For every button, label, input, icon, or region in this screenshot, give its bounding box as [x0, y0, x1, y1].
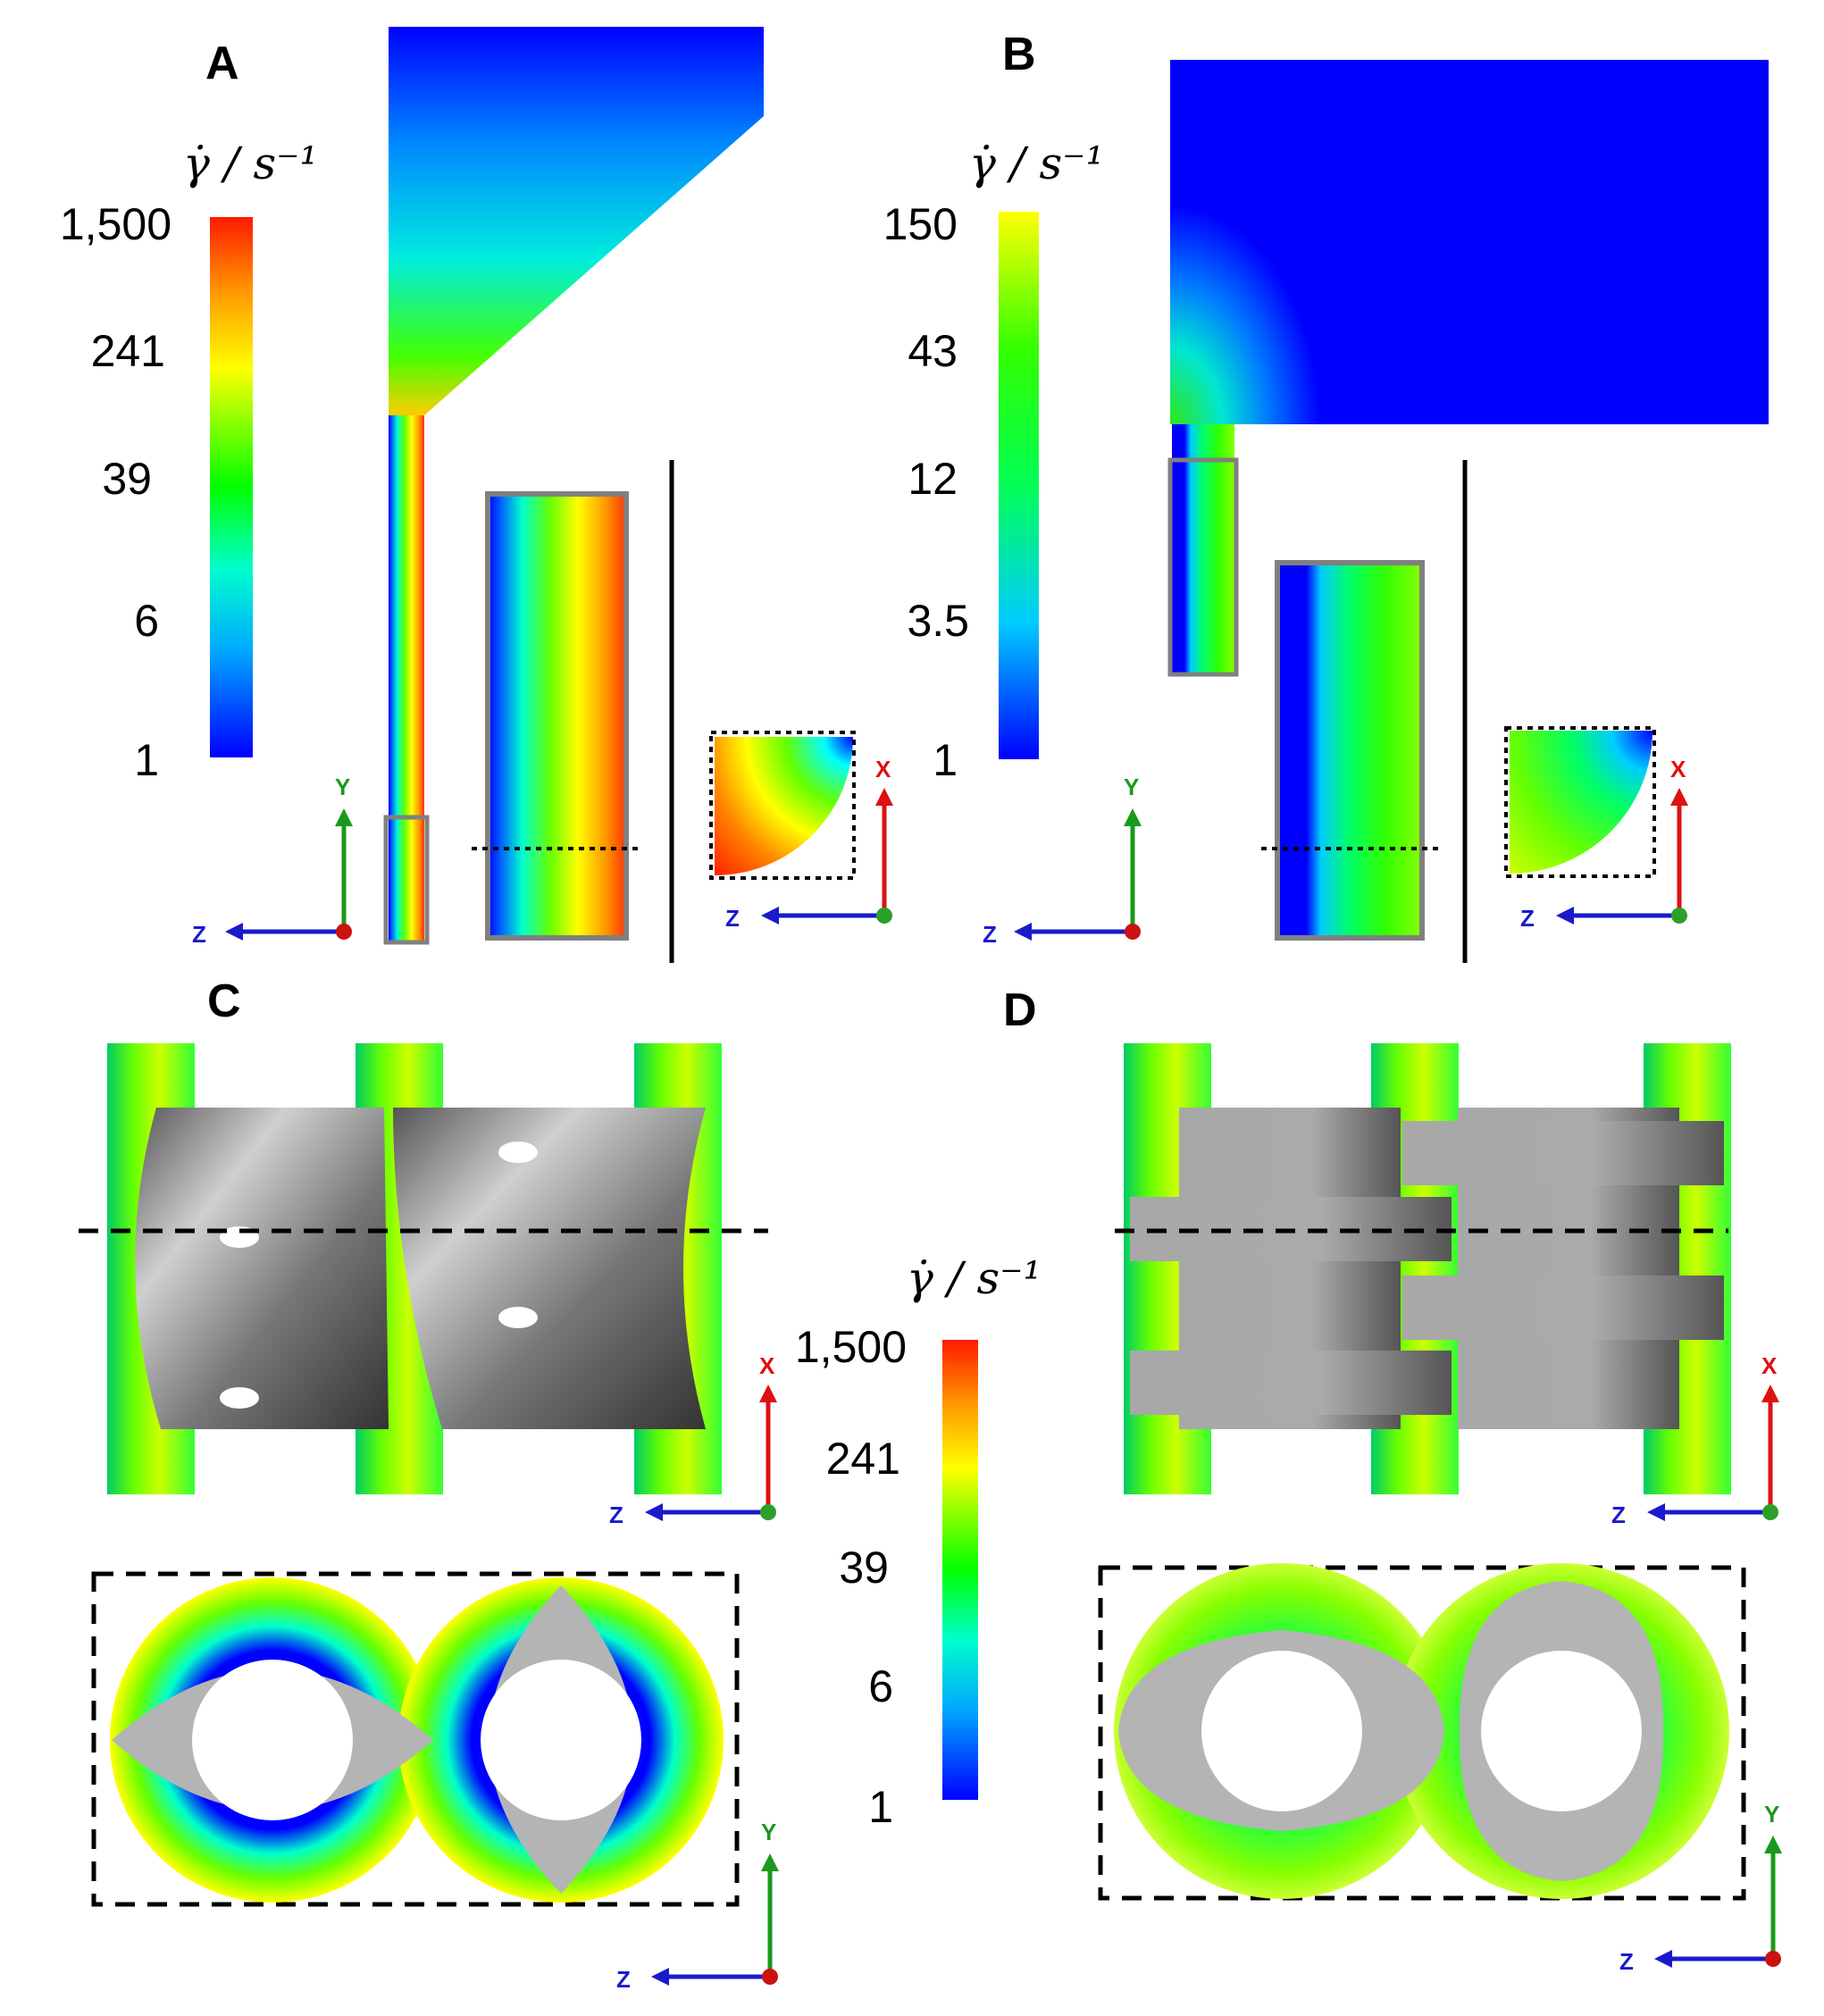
panel-d: D X Z: [1003, 984, 1782, 1975]
svg-text:X: X: [1761, 1352, 1778, 1379]
svg-text:X: X: [875, 756, 891, 782]
cross-section-b: [1510, 731, 1652, 874]
capillary-contour-a: [389, 415, 424, 942]
colorbar-a-tick: 1,500: [60, 199, 172, 249]
svg-text:Z: Z: [609, 1502, 623, 1528]
capillary-contour-b: [1172, 424, 1234, 674]
colorbar-a-tick: 39: [102, 454, 152, 504]
axis-triad-b-zx: X Z: [1520, 756, 1688, 932]
svg-text:X: X: [1670, 756, 1686, 782]
axis-triad-d-zx: X Z: [1611, 1352, 1779, 1528]
shaft-c-right: [481, 1660, 641, 1820]
axis-triad-d-zy: Y Z: [1619, 1801, 1782, 1975]
zoom-contour-b: [1275, 560, 1425, 941]
cross-section-a: [715, 737, 853, 875]
panel-label-a: A: [205, 38, 239, 89]
panel-label-d: D: [1003, 984, 1037, 1036]
svg-text:Y: Y: [335, 774, 350, 800]
colorbar-a-tick: 1: [134, 735, 159, 785]
panel-b: B γ̇ / s⁻¹ 150 43 12 3.5 1 Y Z: [883, 29, 1769, 963]
colorbar-unit-b: γ̇ / s⁻¹: [969, 138, 1104, 189]
colorbar-b-tick: 43: [908, 326, 958, 376]
shaft-d-left: [1201, 1651, 1362, 1811]
cross-section-box-c: [91, 1571, 740, 1907]
axis-triad-c-zx: X Z: [609, 1352, 777, 1528]
screw-d-left: [1130, 1108, 1452, 1429]
screw-d-right: [1402, 1108, 1724, 1429]
zoom-contour-a: [485, 491, 629, 941]
svg-text:X: X: [759, 1352, 775, 1379]
zoom-box-a: [383, 815, 430, 945]
shaft-d-right: [1481, 1651, 1642, 1811]
hopper-corner-b: [1170, 60, 1420, 424]
colorbar-cd-tick: 241: [826, 1434, 900, 1484]
colorbar-cd-tick: 1,500: [795, 1322, 907, 1372]
svg-text:Z: Z: [616, 1966, 631, 1993]
panel-c: C X Z Y: [79, 975, 779, 1993]
colorbar-unit-cd: γ̇ / s⁻¹: [907, 1252, 1042, 1304]
colorbar-b: [999, 212, 1039, 759]
svg-text:Z: Z: [1611, 1502, 1626, 1528]
axis-triad-c-zy: Y Z: [616, 1819, 779, 1993]
panel-label-b: B: [1002, 29, 1036, 80]
hopper-contour-a: [389, 27, 764, 415]
zoom-box-b: [1167, 457, 1239, 677]
colorbar-a-tick: 241: [91, 326, 165, 376]
svg-text:Z: Z: [1619, 1948, 1634, 1975]
svg-text:Y: Y: [1764, 1801, 1779, 1828]
colorbar-cd-group: γ̇ / s⁻¹ 1,500 241 39 6 1: [795, 1252, 1042, 1832]
cross-section-box-a: [709, 731, 856, 880]
colorbar-a: [210, 217, 253, 757]
colorbar-cd-tick: 39: [839, 1543, 889, 1593]
panel-label-c: C: [207, 975, 241, 1027]
svg-text:Z: Z: [725, 905, 740, 932]
svg-text:Z: Z: [192, 921, 206, 948]
svg-text:Y: Y: [761, 1819, 776, 1845]
colorbar-b-tick: 150: [883, 199, 958, 249]
colorbar-unit-a: γ̇ / s⁻¹: [183, 138, 318, 189]
screw-c-left: [135, 1108, 389, 1429]
colorbar-b-tick: 1: [933, 735, 958, 785]
colorbar-cd-tick: 1: [868, 1782, 893, 1832]
axis-triad-b-zy: Y Z: [983, 774, 1142, 948]
colorbar-cd: [942, 1340, 978, 1800]
colorbar-b-tick: 3.5: [907, 596, 969, 646]
shaft-c-left: [192, 1660, 353, 1820]
axis-triad-a-zx: X Z: [725, 756, 893, 932]
svg-text:Z: Z: [1520, 905, 1535, 932]
colorbar-a-tick: 6: [134, 596, 159, 646]
axis-triad-a-zy: Y Z: [192, 774, 353, 948]
colorbar-cd-tick: 6: [868, 1661, 893, 1711]
screw-c-right: [393, 1108, 706, 1429]
svg-text:Y: Y: [1124, 774, 1139, 800]
svg-text:Z: Z: [983, 921, 997, 948]
panel-a: A γ̇ / s⁻¹ 1,500 241 39 6 1 Y Z: [60, 27, 893, 963]
cross-section-box-d: [1098, 1565, 1746, 1901]
cross-section-box-b: [1504, 726, 1656, 878]
colorbar-b-tick: 12: [908, 454, 958, 504]
